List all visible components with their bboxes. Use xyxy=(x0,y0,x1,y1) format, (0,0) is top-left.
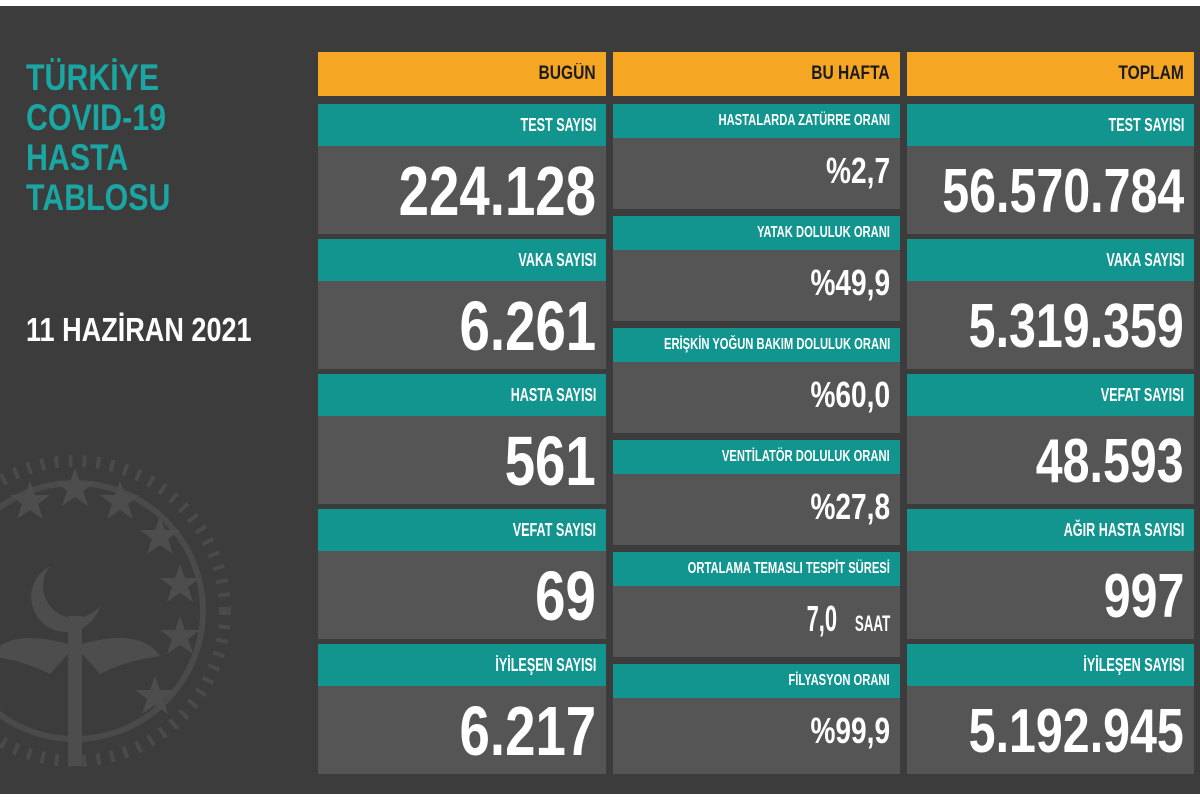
week-header: BU HAFTA xyxy=(613,52,900,96)
total-severe-card: AĞIR HASTA SAYISI 997 xyxy=(907,509,1194,639)
ministry-logo-watermark xyxy=(0,455,231,767)
today-recovered-card: İYİLEŞEN SAYISI 6.217 xyxy=(318,644,606,774)
covid-dashboard: TÜRKİYE COVID-19 HASTA TABLOSU 11 HAZİRA… xyxy=(0,6,1200,794)
card-value: 56.570.784 xyxy=(941,156,1184,226)
today-header: BUGÜN xyxy=(318,52,606,96)
card-value: 69 xyxy=(535,557,596,635)
card-label: AĞIR HASTA SAYISI xyxy=(907,509,1194,551)
card-value: 7,0 SAAT xyxy=(806,598,890,639)
card-label: VENTİLATÖR DOLULUK ORANI xyxy=(613,440,900,474)
card-label: VEFAT SAYISI xyxy=(318,509,606,551)
card-value: 6.261 xyxy=(459,287,596,365)
week-icu-occupancy-card: ERİŞKİN YOĞUN BAKIM DOLULUK ORANI %60,0 xyxy=(613,328,900,433)
title-line-3: HASTA xyxy=(26,137,129,178)
total-death-card: VEFAT SAYISI 48.593 xyxy=(907,374,1194,504)
title-line-4: TABLOSU xyxy=(26,177,171,218)
week-bed-occupancy-card: YATAK DOLULUK ORANI %49,9 xyxy=(613,216,900,321)
card-value: %2,7 xyxy=(825,150,890,191)
card-value: 997 xyxy=(1103,561,1184,631)
card-value: 6.217 xyxy=(459,692,596,770)
today-case-card: VAKA SAYISI 6.261 xyxy=(318,239,606,369)
total-recovered-card: İYİLEŞEN SAYISI 5.192.945 xyxy=(907,644,1194,774)
title-line-1: TÜRKİYE xyxy=(26,57,160,98)
total-test-card: TEST SAYISI 56.570.784 xyxy=(907,104,1194,234)
week-filiation-card: FİLYASYON ORANI %99,9 xyxy=(613,664,900,774)
card-value: 5.192.945 xyxy=(968,696,1184,766)
card-label: TEST SAYISI xyxy=(318,104,606,146)
card-label: VEFAT SAYISI xyxy=(907,374,1194,416)
card-label: İYİLEŞEN SAYISI xyxy=(318,644,606,686)
card-label: TEST SAYISI xyxy=(907,104,1194,146)
card-value: %60,0 xyxy=(810,374,890,415)
today-column: BUGÜN xyxy=(318,52,606,96)
week-column: BU HAFTA xyxy=(613,52,900,96)
report-date: 11 HAZİRAN 2021 xyxy=(26,311,252,348)
title-line-2: COVID-19 xyxy=(26,97,166,138)
card-label: YATAK DOLULUK ORANI xyxy=(613,216,900,250)
today-patient-card: HASTA SAYISI 561 xyxy=(318,374,606,504)
card-label: FİLYASYON ORANI xyxy=(613,664,900,698)
card-label: VAKA SAYISI xyxy=(907,239,1194,281)
today-test-card: TEST SAYISI 224.128 xyxy=(318,104,606,234)
dashboard-title: TÜRKİYE COVID-19 HASTA TABLOSU xyxy=(26,58,170,218)
card-value: 561 xyxy=(504,422,596,500)
card-label: HASTALARDA ZATÜRRE ORANI xyxy=(613,104,900,138)
card-label: VAKA SAYISI xyxy=(318,239,606,281)
today-death-card: VEFAT SAYISI 69 xyxy=(318,509,606,639)
card-value: %99,9 xyxy=(810,710,890,751)
card-value: %27,8 xyxy=(810,486,890,527)
week-ventilator-card: VENTİLATÖR DOLULUK ORANI %27,8 xyxy=(613,440,900,545)
unit-label: SAAT xyxy=(854,611,890,636)
card-label: İYİLEŞEN SAYISI xyxy=(907,644,1194,686)
card-label: ORTALAMA TEMASLI TESPİT SÜRESİ xyxy=(613,552,900,586)
total-case-card: VAKA SAYISI 5.319.359 xyxy=(907,239,1194,369)
card-value: 5.319.359 xyxy=(968,291,1184,361)
card-value: %49,9 xyxy=(810,262,890,303)
total-column: TOPLAM xyxy=(907,52,1194,96)
week-contact-time-card: ORTALAMA TEMASLI TESPİT SÜRESİ 7,0 SAAT xyxy=(613,552,900,657)
card-value: 48.593 xyxy=(1036,426,1184,496)
total-header: TOPLAM xyxy=(907,52,1194,96)
card-label: ERİŞKİN YOĞUN BAKIM DOLULUK ORANI xyxy=(613,328,900,362)
week-pneumonia-card: HASTALARDA ZATÜRRE ORANI %2,7 xyxy=(613,104,900,209)
card-label: HASTA SAYISI xyxy=(318,374,606,416)
card-value: 224.128 xyxy=(398,152,596,230)
